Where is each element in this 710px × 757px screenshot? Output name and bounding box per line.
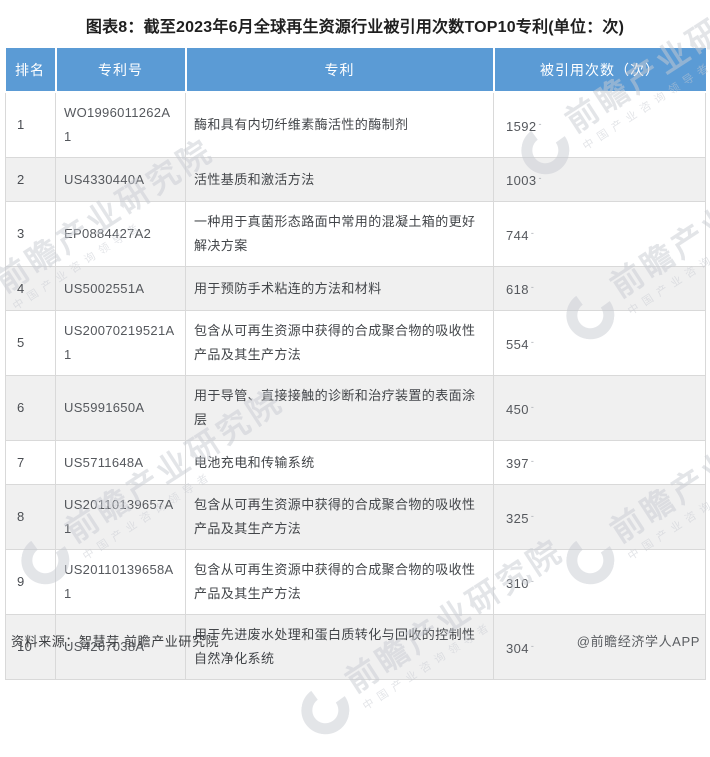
table-row: 8 US20110139657A1 包含从可再生资源中获得的合成聚合物的吸收性产品及… [5, 484, 706, 550]
table-row: 2 US4330440A 活性基质和激活方法 1003- [5, 157, 706, 202]
citations-cell: 744- [493, 201, 706, 267]
patent-number-cell: WO1996011262A1 [55, 92, 186, 158]
citations-cell: 325- [493, 484, 706, 550]
citations-value: 310 [506, 575, 529, 591]
citations-suffix-mark: - [530, 456, 535, 466]
table-header-row: 排名 专利号 专利 被引用次数（次） [5, 48, 706, 93]
source-text: 资料来源：智慧芽 前瞻产业研究院 [11, 634, 220, 649]
citations-suffix-mark: - [530, 227, 535, 238]
citations-suffix-mark: - [530, 401, 535, 412]
patent-number-cell: EP0884427A2 [55, 201, 186, 267]
table-row: 1 WO1996011262A1 酶和具有内切纤维素酶活性的酶制剂 1592- [5, 92, 706, 158]
patent-title-cell: 用于预防手术粘连的方法和材料 [185, 266, 494, 311]
table-row: 5 US20070219521A1 包含从可再生资源中获得的合成聚合物的吸收性产品及… [5, 310, 706, 376]
patent-table: 排名 专利号 专利 被引用次数（次） 1 WO1996011262A1 酶和具有内切… [5, 48, 706, 680]
citations-suffix-mark: - [538, 118, 542, 129]
citations-suffix-mark: - [530, 282, 535, 292]
qianzhan-logo-watermark-icon [0, 282, 3, 338]
citations-value: 397 [506, 456, 529, 471]
rank-cell: 7 [5, 440, 56, 485]
patent-title-cell: 包含从可再生资源中获得的合成聚合物的吸收性产品及其生产方法 [185, 310, 494, 376]
citations-value: 450 [506, 401, 529, 417]
credit-text: @前瞻经济学人APP [576, 634, 700, 649]
patent-number-cell: US20110139658A1 [55, 549, 186, 615]
table-row: 6 US5991650A 用于导管、直接接触的诊断和治疗装置的表面涂层 450- [5, 375, 706, 441]
rank-cell: 5 [5, 310, 56, 376]
patent-table-container: 排名 专利号 专利 被引用次数（次） 1 WO1996011262A1 酶和具有内切… [5, 48, 706, 680]
rank-cell: 10 [5, 614, 56, 680]
rank-cell: 2 [5, 157, 56, 202]
citations-value: 618 [506, 282, 529, 297]
citations-cell: 1003- [493, 157, 706, 202]
patent-title-cell: 包含从可再生资源中获得的合成聚合物的吸收性产品及其生产方法 [185, 549, 494, 615]
citations-value: 1003 [506, 173, 537, 188]
qianzhan-logo-watermark-icon [297, 682, 353, 738]
citations-value: 1592 [506, 118, 537, 134]
citations-cell: 618- [493, 266, 706, 311]
table-row: 9 US20110139658A1 包含从可再生资源中获得的合成聚合物的吸收性产品及… [5, 549, 706, 615]
figure-footer: 资料来源：智慧芽 前瞻产业研究院 @前瞻经济学人APP [0, 631, 710, 650]
citations-suffix-mark: - [530, 510, 535, 521]
citations-cell: 1592- [493, 92, 706, 158]
citations-cell: 450- [493, 375, 706, 441]
patent-number-cell: US5711648A [55, 440, 186, 485]
rank-cell: 4 [5, 266, 56, 311]
patent-number-cell: US20110139657A1 [55, 484, 186, 550]
patent-number-cell: US4330440A [55, 157, 186, 202]
rank-cell: 6 [5, 375, 56, 441]
column-header-patent-no: 专利号 [55, 48, 187, 93]
column-header-patent: 专利 [185, 48, 495, 93]
figure-title: 图表8：截至2023年6月全球再生资源行业被引用次数TOP10专利(单位：次) [85, 19, 625, 36]
rank-cell: 3 [5, 201, 56, 267]
rank-cell: 9 [5, 549, 56, 615]
citations-suffix-mark: - [530, 336, 535, 347]
patent-number-cell: US20070219521A1 [55, 310, 186, 376]
patent-number-cell: US5991650A [55, 375, 186, 441]
citations-suffix-mark: - [530, 640, 535, 651]
citations-suffix-mark: - [538, 173, 542, 183]
citations-value: 744 [506, 227, 529, 243]
rank-cell: 1 [5, 92, 56, 158]
citations-value: 325 [506, 510, 529, 526]
patent-title-cell: 活性基质和激活方法 [185, 157, 494, 202]
column-header-citations: 被引用次数（次） [493, 48, 706, 93]
patent-number-cell: US5002551A [55, 266, 186, 311]
citations-suffix-mark: - [530, 575, 535, 586]
citations-cell: 397- [493, 440, 706, 485]
table-row: 3 EP0884427A2 一种用于真菌形态路面中常用的混凝土箱的更好解决方案 744… [5, 201, 706, 267]
citations-cell: 310- [493, 549, 706, 615]
rank-cell: 8 [5, 484, 56, 550]
table-row: 4 US5002551A 用于预防手术粘连的方法和材料 618- [5, 266, 706, 311]
patent-title-cell: 用于导管、直接接触的诊断和治疗装置的表面涂层 [185, 375, 494, 441]
citations-cell: 554- [493, 310, 706, 376]
table-row: 7 US5711648A 电池充电和传输系统 397- [5, 440, 706, 485]
patent-title-cell: 包含从可再生资源中获得的合成聚合物的吸收性产品及其生产方法 [185, 484, 494, 550]
column-header-rank: 排名 [5, 48, 57, 93]
patent-title-cell: 一种用于真菌形态路面中常用的混凝土箱的更好解决方案 [185, 201, 494, 267]
table-body: 1 WO1996011262A1 酶和具有内切纤维素酶活性的酶制剂 1592-2 US4… [5, 92, 706, 680]
citations-value: 554 [506, 336, 529, 352]
patent-title-cell: 电池充电和传输系统 [185, 440, 494, 485]
patent-title-cell: 酶和具有内切纤维素酶活性的酶制剂 [185, 92, 494, 158]
